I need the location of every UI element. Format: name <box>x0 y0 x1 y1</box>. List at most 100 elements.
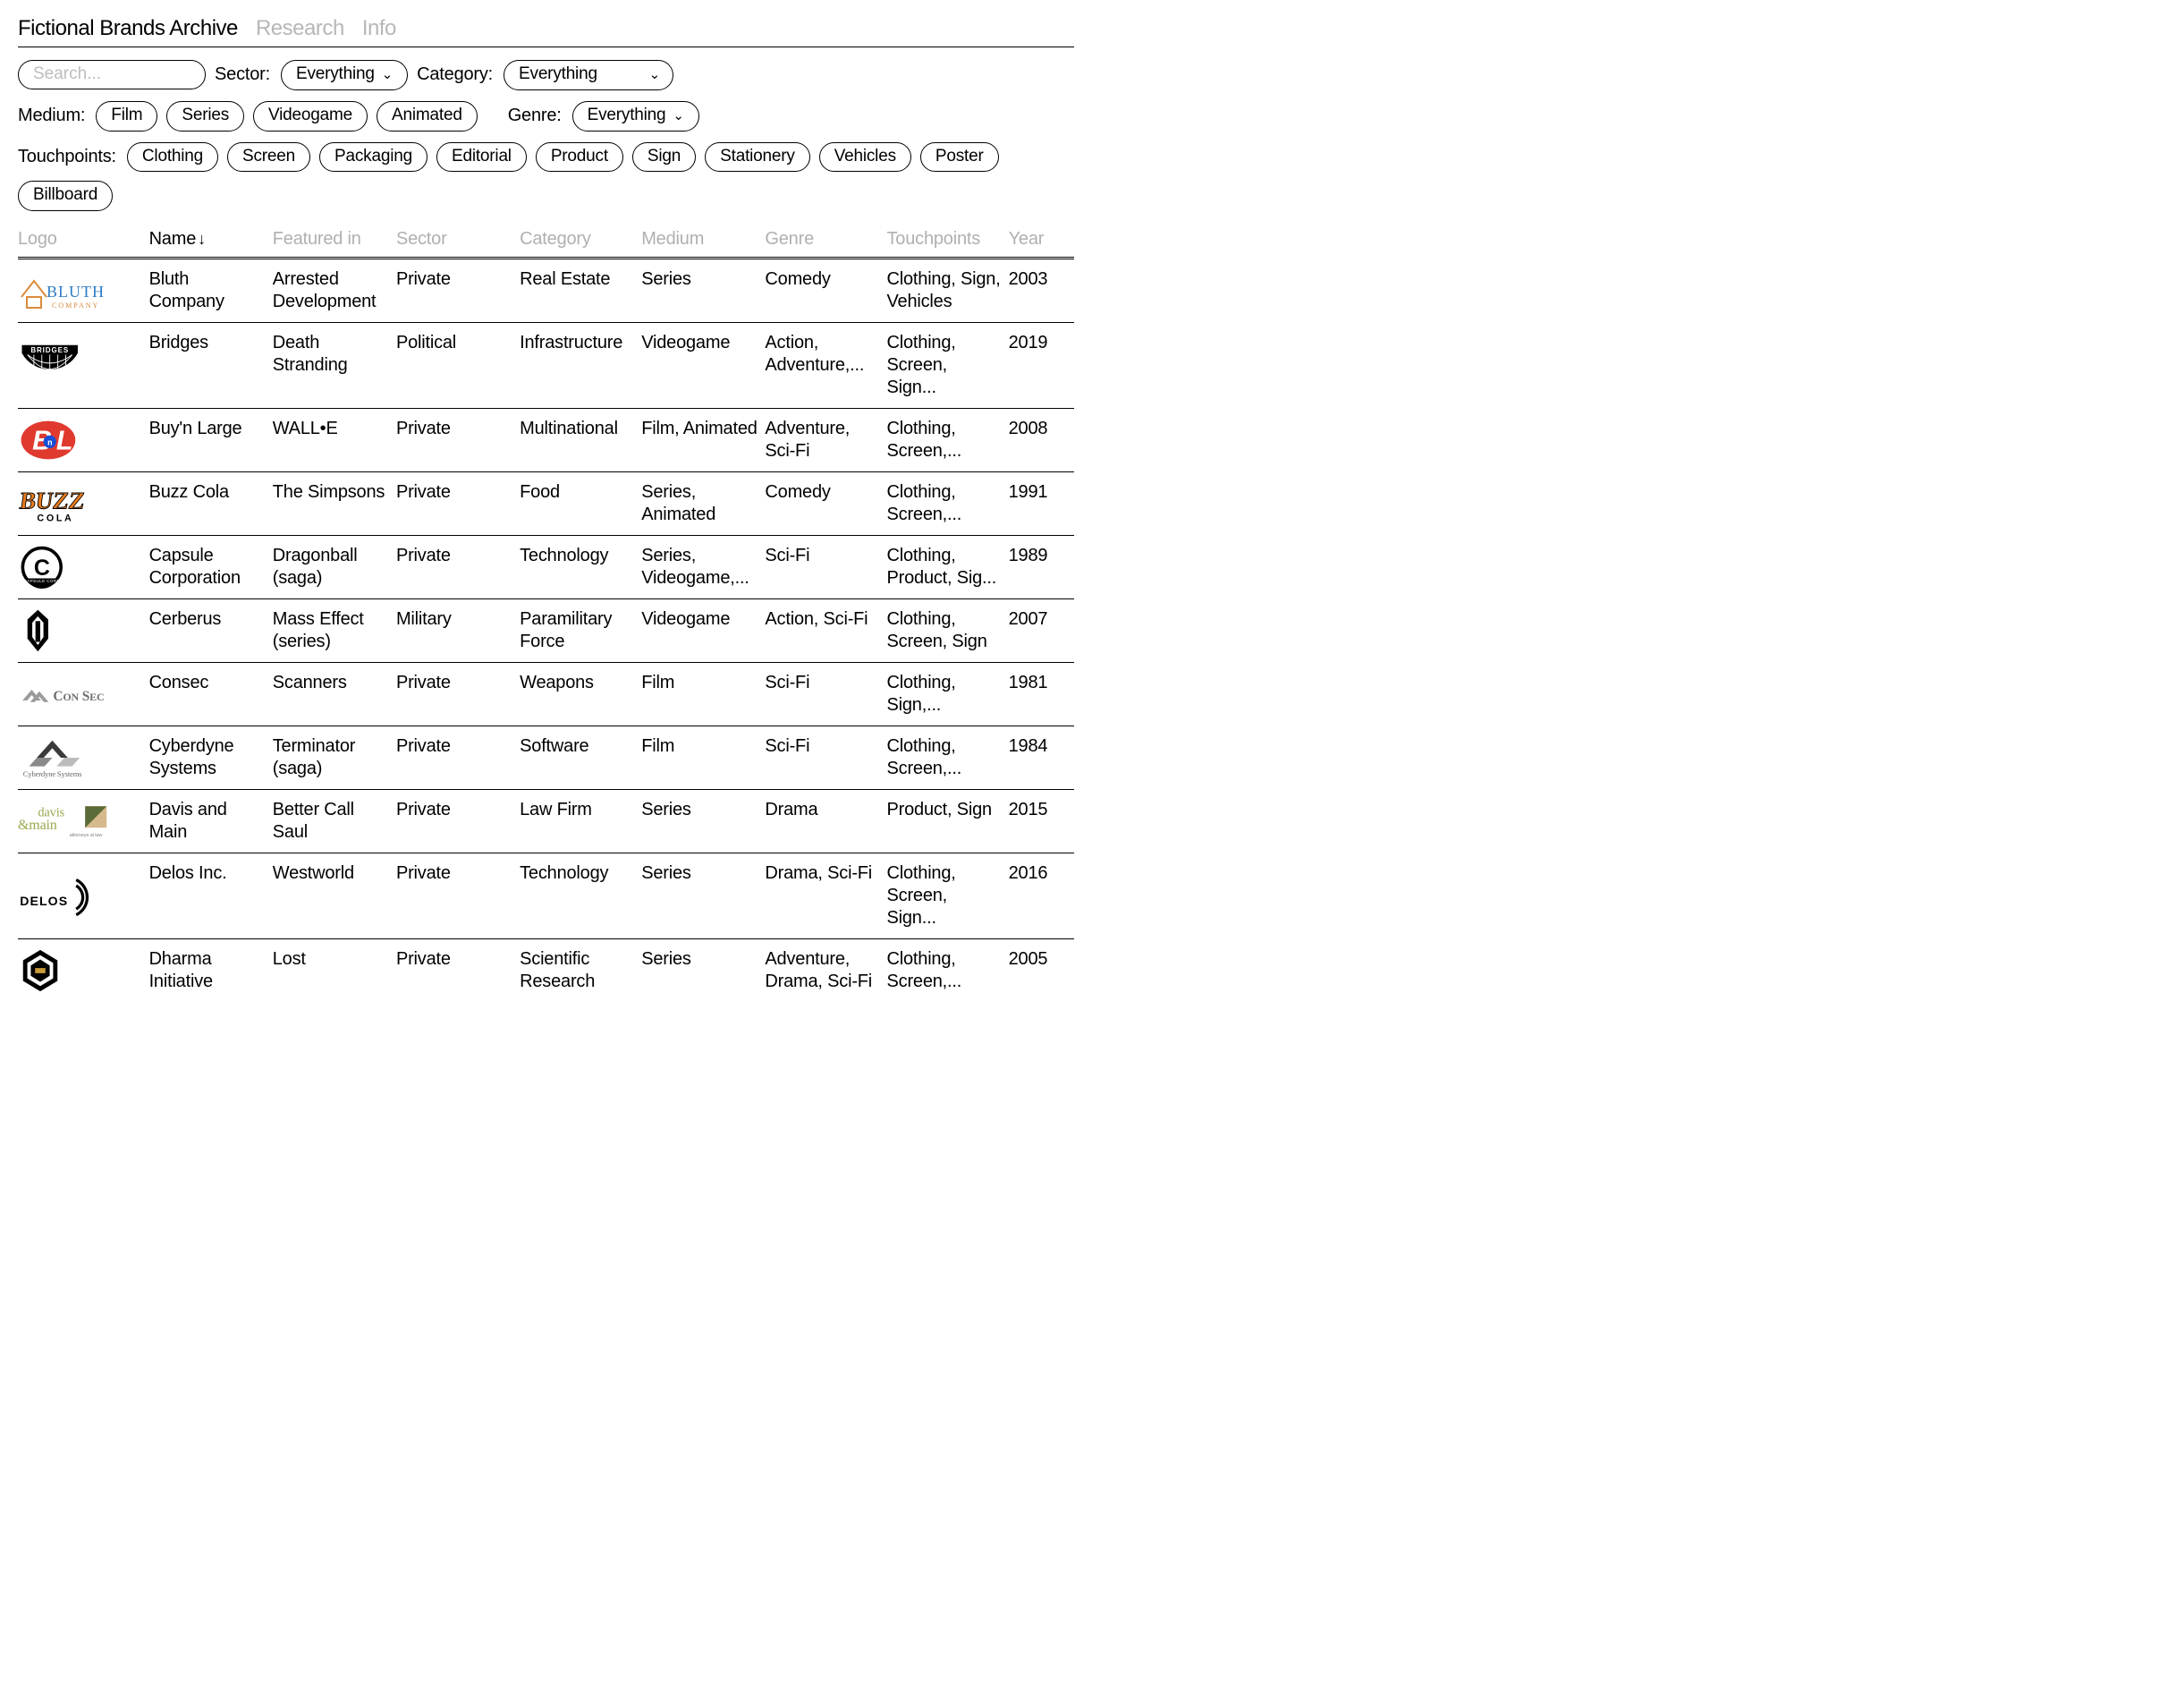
brand-logo: BRIDGES <box>18 344 134 388</box>
cell-genre: Comedy <box>765 472 886 536</box>
cell-category: Multinational <box>520 409 641 472</box>
touchpoint-option-clothing[interactable]: Clothing <box>127 142 218 173</box>
dharma-logo-icon <box>18 948 63 993</box>
medium-option-videogame[interactable]: Videogame <box>253 101 368 132</box>
cell-medium: Videogame <box>641 323 765 409</box>
cell-name: Cyberdyne Systems <box>149 726 273 790</box>
table-row[interactable]: BLUTH COMPANY Bluth CompanyArrested Deve… <box>18 259 1074 323</box>
cell-featured: Mass Effect (series) <box>273 599 396 663</box>
medium-label: Medium: <box>18 106 85 126</box>
touchpoint-option-poster[interactable]: Poster <box>920 142 999 173</box>
table-row[interactable]: BRIDGES BridgesDeath StrandingPoliticalI… <box>18 323 1074 409</box>
cell-category: Software <box>520 726 641 790</box>
cerberus-logo-icon <box>18 608 58 653</box>
col-genre[interactable]: Genre <box>765 222 886 259</box>
nav-link-research[interactable]: Research <box>256 16 344 41</box>
table-row[interactable]: CON SEC ConsecScannersPrivateWeaponsFilm… <box>18 663 1074 726</box>
table-row[interactable]: davis &main attorneys at law Davis and M… <box>18 790 1074 853</box>
col-sector[interactable]: Sector <box>396 222 520 259</box>
cell-sector: Private <box>396 472 520 536</box>
sector-label: Sector: <box>215 64 270 85</box>
cell-name: Davis and Main <box>149 790 273 853</box>
touchpoint-option-editorial[interactable]: Editorial <box>436 142 527 173</box>
table-row[interactable]: C CAPSULE CORP Capsule CorporationDragon… <box>18 536 1074 599</box>
touchpoint-option-screen[interactable]: Screen <box>227 142 310 173</box>
cell-medium: Series <box>641 259 765 323</box>
chevron-down-icon: ⌄ <box>382 68 393 81</box>
cell-genre: Adventure, Sci-Fi <box>765 409 886 472</box>
cell-touchpoints: Clothing, Sign, Vehicles <box>887 259 1009 323</box>
cell-medium: Series, Animated <box>641 472 765 536</box>
table-row[interactable]: Dharma InitiativeLostPrivateScientific R… <box>18 939 1074 1003</box>
cell-medium: Film <box>641 663 765 726</box>
cell-featured: WALL•E <box>273 409 396 472</box>
cell-year: 1991 <box>1009 472 1074 536</box>
cell-medium: Series <box>641 939 765 1003</box>
svg-text:CON SEC: CON SEC <box>53 689 104 704</box>
col-name-label: Name <box>149 229 197 249</box>
cell-medium: Series, Videogame,... <box>641 536 765 599</box>
cell-year: 1981 <box>1009 663 1074 726</box>
col-featured[interactable]: Featured in <box>273 222 396 259</box>
table-header-row: Logo Name↓ Featured in Sector Category M… <box>18 222 1074 259</box>
cell-year: 2007 <box>1009 599 1074 663</box>
table-row[interactable]: Cyberdyne Systems Cyberdyne SystemsTermi… <box>18 726 1074 790</box>
cell-sector: Political <box>396 323 520 409</box>
cell-genre: Drama, Sci-Fi <box>765 853 886 939</box>
cell-featured: Scanners <box>273 663 396 726</box>
cell-touchpoints: Clothing, Screen,... <box>887 939 1009 1003</box>
search-input[interactable] <box>18 60 206 89</box>
medium-option-animated[interactable]: Animated <box>377 101 478 132</box>
col-medium[interactable]: Medium <box>641 222 765 259</box>
cell-medium: Videogame <box>641 599 765 663</box>
site-title[interactable]: Fictional Brands Archive <box>18 16 238 41</box>
svg-text:BUZZ: BUZZ <box>18 488 86 514</box>
cell-sector: Military <box>396 599 520 663</box>
cell-touchpoints: Clothing, Screen,... <box>887 409 1009 472</box>
table-row[interactable]: DELOS Delos Inc.WestworldPrivateTechnolo… <box>18 853 1074 939</box>
genre-label: Genre: <box>508 106 562 126</box>
category-select[interactable]: Everything ⌄ <box>504 60 673 90</box>
touchpoint-option-stationery[interactable]: Stationery <box>705 142 810 173</box>
cell-touchpoints: Product, Sign <box>887 790 1009 853</box>
nav-link-info[interactable]: Info <box>362 16 396 41</box>
sector-select[interactable]: Everything ⌄ <box>281 60 408 90</box>
bluth-logo-icon: BLUTH COMPANY <box>18 270 125 311</box>
touchpoint-option-billboard[interactable]: Billboard <box>18 181 113 211</box>
table-row[interactable]: BUZZ COLA Buzz ColaThe SimpsonsPrivateFo… <box>18 472 1074 536</box>
cell-genre: Drama <box>765 790 886 853</box>
col-touchpoints[interactable]: Touchpoints <box>887 222 1009 259</box>
col-name[interactable]: Name↓ <box>149 222 273 259</box>
touchpoint-option-vehicles[interactable]: Vehicles <box>819 142 911 173</box>
svg-text:DELOS: DELOS <box>20 893 68 907</box>
cell-featured: Lost <box>273 939 396 1003</box>
cell-touchpoints: Clothing, Screen, Sign... <box>887 323 1009 409</box>
cell-year: 1989 <box>1009 536 1074 599</box>
cell-category: Technology <box>520 536 641 599</box>
col-year[interactable]: Year <box>1009 222 1074 259</box>
touchpoint-option-packaging[interactable]: Packaging <box>319 142 427 173</box>
medium-option-series[interactable]: Series <box>166 101 244 132</box>
cell-year: 2015 <box>1009 790 1074 853</box>
genre-select[interactable]: Everything ⌄ <box>572 101 699 132</box>
filters: Sector: Everything ⌄ Category: Everythin… <box>18 47 1074 211</box>
buzz-logo-icon: BUZZ COLA <box>18 481 97 526</box>
cell-name: Buzz Cola <box>149 472 273 536</box>
table-row[interactable]: CerberusMass Effect (series)MilitaryPara… <box>18 599 1074 663</box>
touchpoint-option-product[interactable]: Product <box>536 142 623 173</box>
cell-genre: Sci-Fi <box>765 536 886 599</box>
table-row[interactable]: B n L Buy'n LargeWALL•EPrivateMultinatio… <box>18 409 1074 472</box>
medium-option-film[interactable]: Film <box>96 101 157 132</box>
col-category[interactable]: Category <box>520 222 641 259</box>
chevron-down-icon: ⌄ <box>673 109 683 123</box>
cell-sector: Private <box>396 790 520 853</box>
col-logo[interactable]: Logo <box>18 222 149 259</box>
cell-category: Real Estate <box>520 259 641 323</box>
cell-name: Buy'n Large <box>149 409 273 472</box>
cell-featured: Better Call Saul <box>273 790 396 853</box>
brand-logo: DELOS <box>18 874 134 919</box>
category-label: Category: <box>417 64 493 85</box>
touchpoint-option-sign[interactable]: Sign <box>632 142 696 173</box>
brand-logo: BLUTH COMPANY <box>18 268 134 313</box>
svg-text:COLA: COLA <box>37 513 73 524</box>
